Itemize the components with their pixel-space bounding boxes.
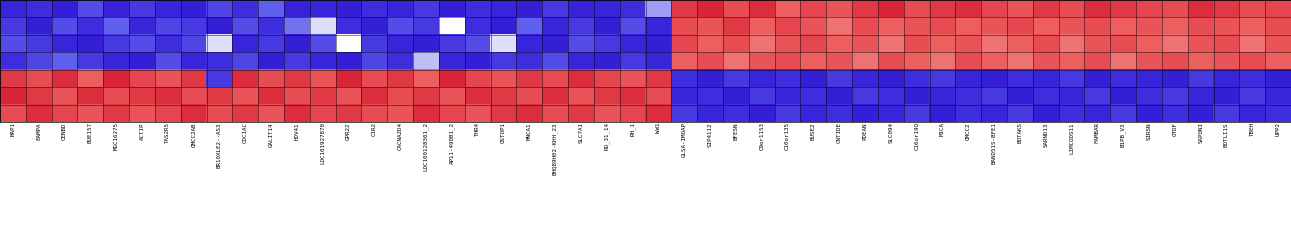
Text: SIRSN: SIRSN bbox=[1146, 122, 1152, 140]
Text: GLSA-IMOAP: GLSA-IMOAP bbox=[682, 122, 687, 157]
Text: CNTIDE: CNTIDE bbox=[837, 122, 842, 143]
Text: THR4: THR4 bbox=[475, 122, 480, 136]
Text: SARND13: SARND13 bbox=[1043, 122, 1048, 147]
Text: TAS2R5: TAS2R5 bbox=[165, 122, 170, 143]
Text: LIMCODS11: LIMCODS11 bbox=[1069, 122, 1074, 154]
Text: SIP4112: SIP4112 bbox=[707, 122, 713, 147]
Text: C9or1153: C9or1153 bbox=[759, 122, 764, 150]
Text: CDC1AC: CDC1AC bbox=[243, 122, 248, 143]
Text: LOC101927870: LOC101927870 bbox=[320, 122, 325, 164]
Text: RH_1: RH_1 bbox=[630, 122, 635, 136]
Text: BFESN: BFESN bbox=[733, 122, 738, 140]
Text: PDEAN: PDEAN bbox=[862, 122, 868, 140]
Text: WW1: WW1 bbox=[656, 122, 661, 133]
Text: SAPONI: SAPONI bbox=[1198, 122, 1203, 143]
Text: BUE157: BUE157 bbox=[88, 122, 93, 143]
Text: HDV41: HDV41 bbox=[294, 122, 300, 140]
Text: BAND51S-BFE1: BAND51S-BFE1 bbox=[991, 122, 997, 164]
Text: SLC094: SLC094 bbox=[888, 122, 893, 143]
Text: OMCC2: OMCC2 bbox=[966, 122, 971, 140]
Text: UPP2: UPP2 bbox=[1276, 122, 1281, 136]
Text: BOTLI1S: BOTLI1S bbox=[1224, 122, 1229, 147]
Text: OMCC2AB: OMCC2AB bbox=[191, 122, 196, 147]
Text: AP11-490B1_2: AP11-490B1_2 bbox=[449, 122, 454, 164]
Text: MICA: MICA bbox=[940, 122, 945, 136]
Text: C1R2: C1R2 bbox=[372, 122, 377, 136]
Text: CENBD: CENBD bbox=[62, 122, 67, 140]
Text: TBEH: TBEH bbox=[1250, 122, 1255, 136]
Text: EAMPA: EAMPA bbox=[36, 122, 41, 140]
Text: BHQ89H02-KHH_23: BHQ89H02-KHH_23 bbox=[553, 122, 558, 175]
Text: C16or19Q: C16or19Q bbox=[914, 122, 919, 150]
Text: GPR22: GPR22 bbox=[346, 122, 351, 140]
Text: FAMBAR: FAMBAR bbox=[1095, 122, 1100, 143]
Text: MGC16275: MGC16275 bbox=[114, 122, 119, 150]
Text: CACNA2D4: CACNA2D4 bbox=[398, 122, 403, 150]
Text: MAP1: MAP1 bbox=[10, 122, 15, 136]
Text: ACTIP: ACTIP bbox=[139, 122, 145, 140]
Text: OTDF: OTDF bbox=[1172, 122, 1177, 136]
Text: BUSE2: BUSE2 bbox=[811, 122, 816, 140]
Text: BR10XLE2--AS3: BR10XLE2--AS3 bbox=[217, 122, 222, 168]
Text: SLC7A1: SLC7A1 bbox=[578, 122, 584, 143]
Text: BOTAKS: BOTAKS bbox=[1017, 122, 1022, 143]
Text: GALIT14: GALIT14 bbox=[269, 122, 274, 147]
Text: OSTOP1: OSTOP1 bbox=[501, 122, 506, 143]
Text: MNCA1: MNCA1 bbox=[527, 122, 532, 140]
Text: B1PB_V3: B1PB_V3 bbox=[1121, 122, 1126, 147]
Text: LOC100128301_2: LOC100128301_2 bbox=[423, 122, 429, 171]
Text: RO_31_14: RO_31_14 bbox=[604, 122, 609, 150]
Text: C10or135: C10or135 bbox=[785, 122, 790, 150]
